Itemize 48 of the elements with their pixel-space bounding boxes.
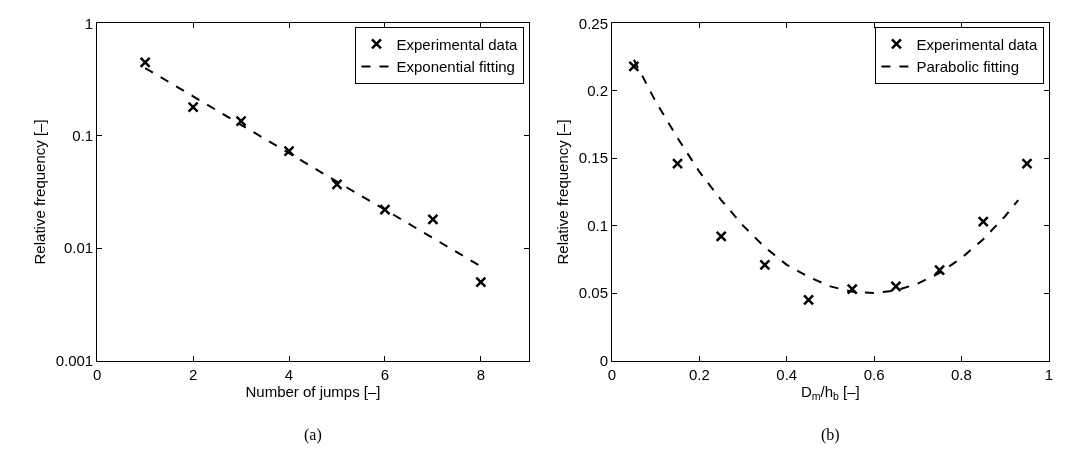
point [139,56,151,69]
legend-label: Experimental data [396,35,519,53]
point [977,215,990,228]
y-axis-title: Relative frequency [–] [554,119,572,265]
y-tick-label: 0.25 [578,14,608,32]
legend-label: Exponential fitting [396,58,515,76]
text: (a) [304,426,322,444]
point [427,213,439,226]
x-axis-title: D$_{m}$/h$_{b}$ [–] [800,382,860,402]
x-tick-label: 8 [476,365,486,383]
point [331,178,343,191]
point [671,157,684,170]
point [628,60,640,73]
x-tick-label: 0.6 [863,365,885,383]
y-tick-label: 0.1 [72,126,94,144]
y-tick-label: 0.2 [587,81,608,99]
point [187,101,199,113]
point [802,294,815,306]
point [1021,157,1033,170]
x-tick-label: 2 [188,365,198,383]
y-tick-label: 0.01 [64,239,94,257]
legend-label: Experimental data [916,35,1038,53]
point [846,283,858,295]
y-tick-label: 1 [84,14,94,32]
y-tick-label: 0.15 [578,149,608,167]
x-tick-label: 0.4 [776,365,798,383]
point [283,145,295,157]
y-tick-label: 0.1 [587,216,608,234]
point [890,280,902,293]
point [379,203,391,216]
y-tick-label: 0 [599,351,608,369]
point [235,115,247,127]
x-tick-label: 0.2 [688,365,710,383]
y-axis-title: Relative frequency [–] [30,119,48,265]
y-tick-label: 0.05 [578,284,608,302]
x-tick-label: 4 [284,365,294,383]
x-tick-label: 1 [1044,365,1053,383]
x-axis-title: Number of jumps [–] [245,382,381,400]
x-tick-label: 0.8 [951,365,972,383]
x-tick-label: 6 [380,365,390,383]
point [475,276,487,288]
line-series [632,58,1020,295]
legend-label: Parabolic fitting [916,58,1019,76]
text: (b) [821,426,840,444]
point [715,230,727,243]
point [933,264,946,276]
point [759,259,771,271]
y-tick-label: 0.001 [55,351,94,369]
